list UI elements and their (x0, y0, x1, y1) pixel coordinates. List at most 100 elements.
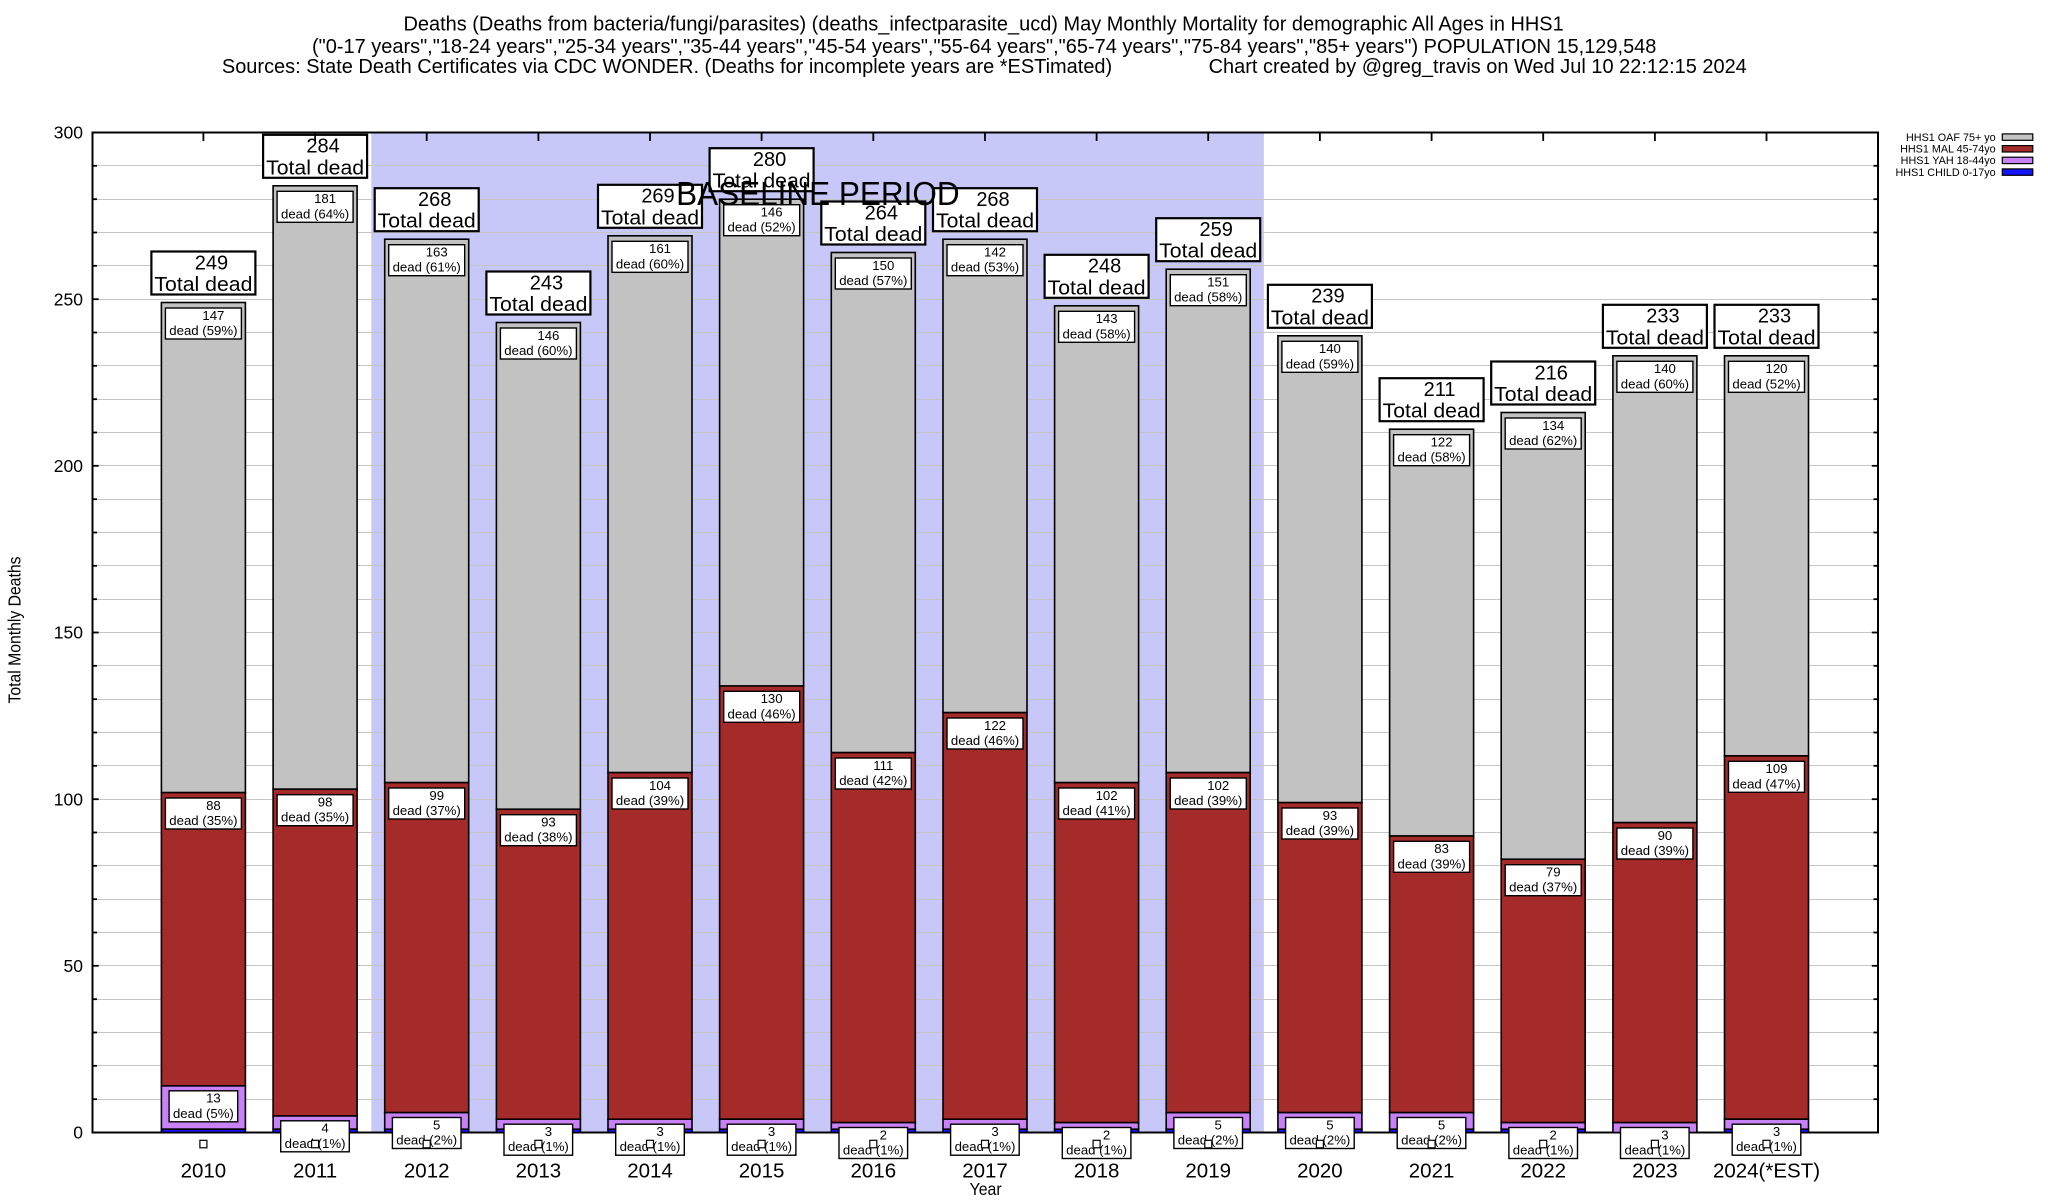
svg-text:269: 269 (641, 186, 674, 208)
svg-text:243: 243 (530, 272, 563, 294)
svg-text:2018: 2018 (1074, 1159, 1120, 1182)
svg-text:2017: 2017 (962, 1159, 1008, 1182)
svg-text:dead (53%): dead (53%) (951, 260, 1019, 275)
svg-text:Deaths (Deaths from bacteria/f: Deaths (Deaths from bacteria/fungi/paras… (404, 14, 1564, 36)
svg-text:dead (35%): dead (35%) (281, 810, 349, 825)
svg-text:2020: 2020 (1297, 1159, 1343, 1182)
svg-text:79: 79 (1546, 865, 1561, 880)
svg-text:dead (52%): dead (52%) (728, 220, 796, 235)
svg-text:120: 120 (1765, 361, 1787, 376)
svg-text:300: 300 (54, 123, 83, 143)
svg-text:Total dead: Total dead (601, 207, 699, 229)
svg-text:98: 98 (318, 795, 333, 810)
svg-text:dead (5%): dead (5%) (173, 1106, 234, 1121)
svg-text:233: 233 (1646, 306, 1679, 328)
svg-text:3: 3 (991, 1124, 998, 1139)
svg-text:3: 3 (768, 1124, 775, 1139)
svg-text:dead (58%): dead (58%) (1174, 290, 1242, 305)
svg-text:146: 146 (537, 328, 559, 343)
svg-text:Total Monthly Deaths: Total Monthly Deaths (5, 556, 25, 703)
svg-text:dead (1%): dead (1%) (1513, 1143, 1574, 1158)
svg-text:HHS1 OAF 75+ yo: HHS1 OAF 75+ yo (1906, 132, 1996, 144)
svg-text:dead (52%): dead (52%) (1732, 376, 1800, 391)
svg-text:99: 99 (429, 788, 444, 803)
svg-text:Total dead: Total dead (713, 171, 811, 193)
svg-text:dead (42%): dead (42%) (839, 773, 907, 788)
svg-text:dead (64%): dead (64%) (281, 206, 349, 221)
svg-text:Total dead: Total dead (1159, 241, 1257, 263)
svg-text:109: 109 (1765, 761, 1787, 776)
svg-text:Total dead: Total dead (1048, 277, 1146, 299)
svg-text:dead (58%): dead (58%) (1063, 326, 1131, 341)
svg-text:143: 143 (1096, 311, 1118, 326)
svg-text:dead (39%): dead (39%) (1398, 856, 1466, 871)
svg-text:dead (57%): dead (57%) (839, 273, 907, 288)
svg-text:13: 13 (206, 1091, 221, 1106)
svg-text:dead (60%): dead (60%) (504, 343, 572, 358)
svg-text:dead (59%): dead (59%) (1286, 356, 1354, 371)
svg-text:140: 140 (1654, 361, 1676, 376)
svg-text:3: 3 (545, 1124, 552, 1139)
svg-text:181: 181 (314, 191, 336, 206)
svg-text:dead (46%): dead (46%) (951, 733, 1019, 748)
svg-text:HHS1 CHILD 0-17yo: HHS1 CHILD 0-17yo (1895, 167, 1995, 179)
svg-text:Total dead: Total dead (936, 211, 1034, 233)
svg-text:dead (38%): dead (38%) (504, 830, 572, 845)
svg-text:130: 130 (761, 691, 783, 706)
svg-text:102: 102 (1096, 788, 1118, 803)
svg-text:122: 122 (1431, 435, 1453, 450)
svg-text:dead (61%): dead (61%) (393, 260, 461, 275)
svg-text:163: 163 (426, 245, 448, 260)
svg-text:250: 250 (54, 289, 83, 309)
svg-text:("0-17 years","18-24 years","2: ("0-17 years","18-24 years","25-34 years… (312, 36, 1656, 58)
svg-text:2012: 2012 (404, 1159, 450, 1182)
svg-text:dead (58%): dead (58%) (1398, 450, 1466, 465)
svg-text:Total dead: Total dead (1718, 327, 1816, 349)
svg-text:248: 248 (1088, 256, 1121, 278)
svg-text:50: 50 (64, 956, 84, 976)
svg-text:3: 3 (1661, 1127, 1668, 1142)
svg-text:dead (60%): dead (60%) (1621, 376, 1689, 391)
svg-text:146: 146 (761, 205, 783, 220)
svg-text:dead (1%): dead (1%) (1066, 1143, 1127, 1158)
svg-text:211: 211 (1424, 379, 1456, 401)
svg-text:140: 140 (1319, 341, 1341, 356)
svg-text:2015: 2015 (739, 1159, 785, 1182)
svg-text:5: 5 (1438, 1117, 1445, 1132)
svg-text:151: 151 (1207, 275, 1229, 290)
svg-text:3: 3 (656, 1124, 663, 1139)
svg-text:259: 259 (1200, 219, 1233, 241)
svg-text:2023: 2023 (1632, 1159, 1678, 1182)
svg-text:dead (59%): dead (59%) (169, 323, 237, 338)
svg-text:100: 100 (54, 789, 83, 809)
svg-text:Sources: State Death Certifica: Sources: State Death Certificates via CD… (222, 56, 1112, 78)
svg-text:Total dead: Total dead (154, 274, 252, 296)
svg-text:249: 249 (195, 252, 228, 274)
svg-text:Chart created by @greg_travis: Chart created by @greg_travis on Wed Jul… (1209, 56, 1747, 78)
svg-text:dead (60%): dead (60%) (616, 256, 684, 271)
svg-text:dead (39%): dead (39%) (616, 793, 684, 808)
svg-text:dead (37%): dead (37%) (1509, 880, 1577, 895)
svg-text:dead (46%): dead (46%) (728, 706, 796, 721)
svg-text:2021: 2021 (1409, 1159, 1455, 1182)
svg-text:dead (37%): dead (37%) (393, 803, 461, 818)
svg-text:280: 280 (753, 149, 786, 171)
svg-text:4: 4 (321, 1121, 328, 1136)
svg-text:dead (39%): dead (39%) (1621, 843, 1689, 858)
svg-text:HHS1 YAH 18-44yo: HHS1 YAH 18-44yo (1901, 155, 1996, 167)
svg-text:5: 5 (1326, 1117, 1333, 1132)
svg-text:Year: Year (970, 1179, 1002, 1199)
svg-text:142: 142 (984, 245, 1006, 260)
svg-text:Total dead: Total dead (1271, 307, 1369, 329)
svg-text:88: 88 (206, 798, 221, 813)
svg-text:150: 150 (872, 258, 894, 273)
svg-text:Total dead: Total dead (266, 157, 364, 179)
svg-text:dead (41%): dead (41%) (1063, 803, 1131, 818)
svg-text:90: 90 (1658, 828, 1673, 843)
svg-text:Total dead: Total dead (824, 224, 922, 246)
svg-text:Total dead: Total dead (489, 294, 587, 316)
svg-text:93: 93 (1323, 808, 1338, 823)
svg-text:BASELINE PERIOD: BASELINE PERIOD (676, 175, 960, 212)
svg-text:2010: 2010 (181, 1159, 227, 1182)
svg-text:111: 111 (873, 758, 893, 773)
